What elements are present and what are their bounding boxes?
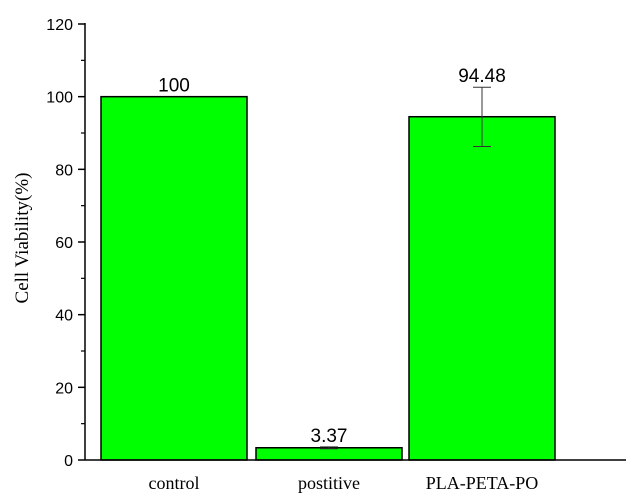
y-tick-label: 40: [55, 308, 73, 325]
data-label: 100: [158, 76, 190, 97]
y-tick-label: 120: [46, 17, 73, 34]
bar-control: [100, 95, 248, 461]
y-tick-label: 60: [55, 235, 73, 252]
bars: [100, 95, 556, 461]
y-tick-label: 100: [46, 90, 73, 107]
data-labels: 100 3.37 94.48: [158, 66, 506, 447]
y-tick-label: 80: [55, 162, 73, 179]
data-label: 94.48: [458, 66, 506, 87]
x-category-label: PLA-PETA-PO: [426, 473, 539, 493]
data-label: 3.37: [311, 426, 348, 447]
y-axis-title: Cell Viability(%): [12, 173, 33, 304]
y-axis-ticks: 0 20 40 60 80 100 120: [46, 17, 85, 470]
bar-pla-peta-po: [408, 115, 556, 461]
y-tick-label: 0: [64, 453, 73, 470]
error-bars: [320, 86, 491, 450]
bar-postitive: [255, 447, 403, 461]
x-category-label: control: [149, 473, 200, 493]
x-category-label: postitive: [298, 473, 360, 493]
x-axis-categories: control postitive PLA-PETA-PO: [149, 473, 539, 493]
y-tick-label: 20: [55, 380, 73, 397]
